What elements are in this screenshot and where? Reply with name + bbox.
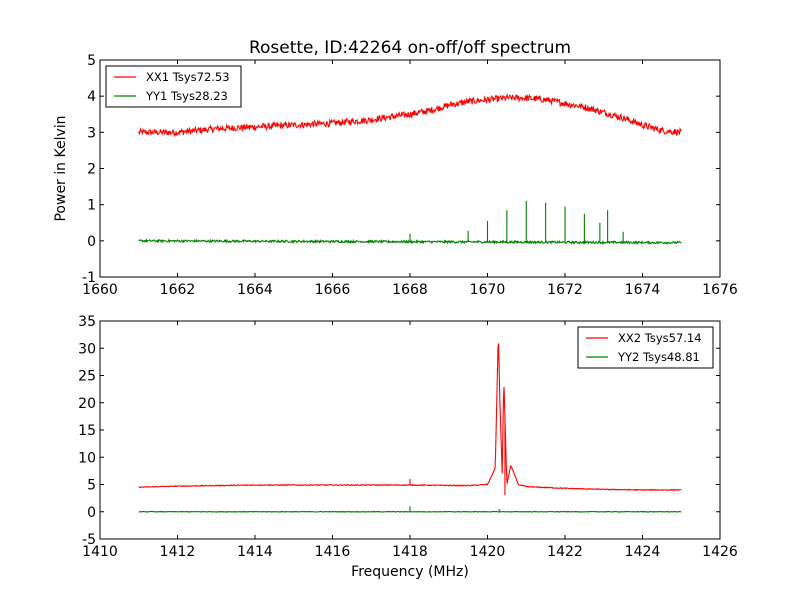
legend: XX1 Tsys72.53 YY1 Tsys28.23 <box>105 65 242 108</box>
y-tick-label: 0 <box>87 505 96 521</box>
x-tick-label: 1670 <box>470 282 506 298</box>
series-line-2 <box>138 201 682 246</box>
y-tick-label: 2 <box>87 162 96 178</box>
x-tick-label: 1664 <box>237 282 273 298</box>
x-axis-label: Frequency (MHz) <box>351 564 469 580</box>
x-tick-label: 1418 <box>392 544 428 560</box>
x-tick-label: 1426 <box>702 544 738 560</box>
series-line-1 <box>138 93 682 138</box>
legend-box <box>577 326 714 369</box>
legend-label: YY1 Tsys28.23 <box>145 89 228 103</box>
y-tick-label: 4 <box>87 89 96 105</box>
legend-label: XX1 Tsys72.53 <box>146 70 230 84</box>
figure-title: Rosette, ID:42264 on-off/off spectrum <box>249 38 571 58</box>
y-tick-label: -5 <box>82 532 96 548</box>
x-tick-label: 1410 <box>82 544 118 560</box>
x-tick-label: 1660 <box>82 282 118 298</box>
x-tick-label: 1676 <box>702 282 738 298</box>
y-tick-label: 35 <box>78 314 96 330</box>
x-tick-label: 1414 <box>237 544 273 560</box>
y-tick-label: 5 <box>87 53 96 69</box>
x-tick-label: 1674 <box>625 282 661 298</box>
y-axis-label: Power in Kelvin <box>53 115 69 221</box>
x-tick-label: 1424 <box>625 544 661 560</box>
series-line-2 <box>138 506 682 514</box>
legend-box <box>105 65 242 108</box>
y-tick-label: 15 <box>78 423 96 439</box>
y-tick-label: 25 <box>78 369 96 385</box>
x-tick-label: 1666 <box>315 282 351 298</box>
y-tick-label: 3 <box>87 125 96 141</box>
legend-label: YY2 Tsys48.81 <box>617 350 700 364</box>
x-tick-label: 1668 <box>392 282 428 298</box>
x-tick-label: 1416 <box>315 544 351 560</box>
legend-label: XX2 Tsys57.14 <box>618 331 702 345</box>
y-tick-label: 1 <box>87 198 96 214</box>
x-tick-label: 1422 <box>547 544 583 560</box>
y-tick-label: 20 <box>78 396 96 412</box>
y-tick-label: -1 <box>82 270 96 286</box>
y-tick-label: 10 <box>78 450 96 466</box>
top-panel: 1660 1662 1664 1666 1668 1670 1672 1674 1676 -1 0 1… <box>53 53 738 298</box>
x-tick-label: 1420 <box>470 544 506 560</box>
bottom-panel: 1410 1412 1414 1416 1418 1420 1422 1424 1426 -5 0 5… <box>78 314 738 580</box>
y-tick-label: 0 <box>87 234 96 250</box>
x-tick-label: 1672 <box>547 282 583 298</box>
y-tick-label: 30 <box>78 341 96 357</box>
x-tick-label: 1662 <box>160 282 196 298</box>
x-tick-label: 1412 <box>160 544 196 560</box>
y-tick-label: 5 <box>87 478 96 494</box>
legend: XX2 Tsys57.14 YY2 Tsys48.81 <box>577 326 714 369</box>
series-line-1 <box>138 343 682 496</box>
